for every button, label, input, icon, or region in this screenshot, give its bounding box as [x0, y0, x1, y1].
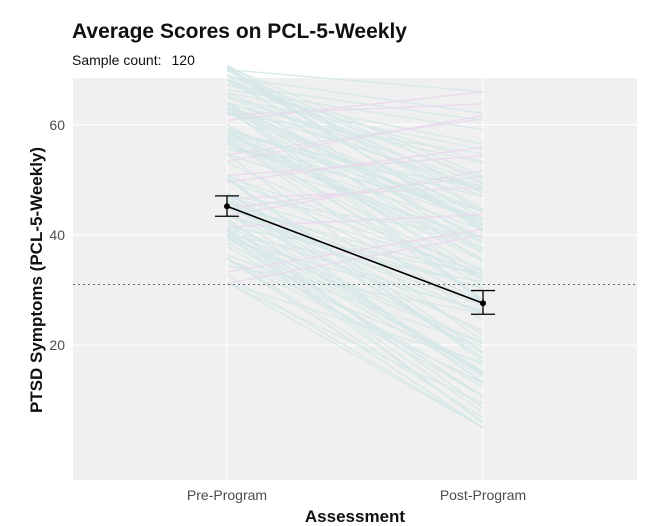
mean-line	[226, 205, 484, 304]
individual-line	[226, 91, 484, 122]
individual-line	[226, 114, 484, 162]
individual-line	[226, 109, 484, 282]
individual-line	[226, 220, 484, 376]
individual-line	[226, 225, 484, 275]
chart-subtitle: Sample count: 120	[72, 52, 195, 68]
individual-line	[226, 200, 484, 355]
individual-line	[226, 229, 484, 344]
mean-layer	[215, 195, 495, 315]
individual-line	[226, 129, 484, 212]
x-tick-labels: Pre-Program Post-Program	[187, 487, 526, 503]
individual-line	[226, 239, 484, 311]
x-axis-title: Assessment	[305, 507, 406, 526]
individual-line	[226, 141, 484, 287]
individual-line	[226, 69, 484, 184]
individual-line	[226, 155, 484, 177]
individual-line	[226, 234, 484, 283]
y-axis-title: PTSD Symptoms (PCL-5-Weekly)	[27, 147, 46, 413]
individual-line	[226, 67, 484, 213]
mean-point-0	[224, 203, 230, 210]
individual-line	[226, 213, 484, 228]
individual-line	[226, 136, 484, 321]
individual-line	[226, 230, 484, 398]
individual-line	[226, 254, 484, 348]
individual-line	[226, 101, 484, 262]
individual-line	[226, 79, 484, 192]
individual-lines	[226, 64, 484, 429]
individual-line	[226, 174, 484, 303]
individual-line	[226, 212, 484, 376]
x-tick-label: Post-Program	[440, 487, 526, 503]
individual-line	[226, 257, 484, 429]
individual-line	[226, 170, 484, 217]
grid-lines	[73, 78, 637, 480]
individual-line	[226, 111, 484, 250]
individual-line	[226, 194, 484, 239]
individual-line	[226, 192, 484, 335]
individual-line	[226, 215, 484, 289]
individual-line	[226, 123, 484, 273]
individual-line	[226, 112, 484, 155]
individual-line	[226, 232, 484, 378]
y-tick-label: 20	[49, 337, 65, 353]
sample-count-label: Sample count:	[72, 52, 162, 68]
individual-line	[226, 274, 484, 429]
individual-line	[226, 234, 484, 285]
individual-line	[226, 106, 484, 303]
individual-line	[226, 281, 484, 429]
individual-line	[226, 68, 484, 93]
individual-line	[226, 91, 484, 145]
mean-point-1	[480, 300, 486, 307]
individual-line	[226, 218, 484, 372]
individual-line	[226, 67, 484, 231]
individual-line	[226, 83, 484, 163]
individual-line	[226, 205, 484, 278]
individual-line	[226, 228, 484, 425]
y-tick-label: 40	[49, 227, 65, 243]
individual-line	[226, 75, 484, 115]
individual-line	[226, 236, 484, 345]
individual-line	[226, 139, 484, 279]
sample-count-value: 120	[171, 52, 195, 68]
individual-line	[226, 65, 484, 178]
individual-line	[226, 146, 484, 183]
individual-line	[226, 142, 484, 231]
chart-title: Average Scores on PCL-5-Weekly	[72, 20, 407, 43]
y-tick-label: 60	[49, 117, 65, 133]
x-tick-label: Pre-Program	[187, 487, 267, 503]
individual-line	[226, 93, 484, 243]
individual-line	[226, 175, 484, 270]
individual-line	[226, 84, 484, 121]
individual-line	[226, 258, 484, 384]
individual-line	[226, 258, 484, 366]
y-tick-labels: 20 40 60	[49, 117, 65, 353]
individual-line	[226, 130, 484, 198]
